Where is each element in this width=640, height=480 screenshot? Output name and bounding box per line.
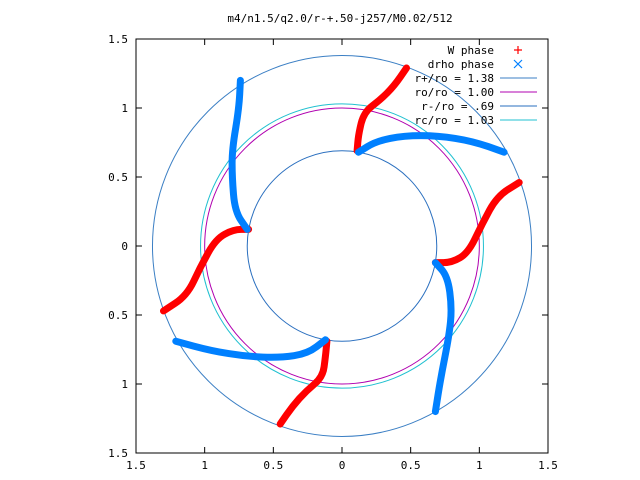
legend-label: r-/ro = .69 [421,100,494,113]
x-tick-label: 1.5 [126,459,146,472]
radius-circles [151,55,533,437]
x-tick-label: 0.5 [401,459,421,472]
legend-label: ro/ro = 1.00 [415,86,494,99]
legend-label: rc/ro = 1.03 [415,114,494,127]
chart-title: m4/n1.5/q2.0/r-+.50-j257/M0.02/512 [227,12,452,25]
legend-x-marker [513,59,523,69]
w-phase-arm-4 [160,225,253,315]
axis-ticks: 1.5 1 0.5 0 0.5 1 1.51.510.500.511.5 [108,33,558,472]
drho-phase-arm-1 [228,76,251,233]
drho-phase-arm-2 [431,259,455,416]
y-tick-label: 0.5 [108,309,128,322]
w-phase-arm-2 [276,337,331,428]
phase-arms [160,64,523,428]
legend-label: W phase [448,44,494,57]
circle-r-ro [151,55,533,437]
legend-label: r+/ro = 1.38 [415,72,494,85]
x-tick-label: 0.5 [263,459,283,472]
y-tick-label: 1 [121,102,128,115]
y-tick-label: 0.5 [108,171,128,184]
y-tick-label: 0 [121,240,128,253]
legend-plus-marker [514,46,522,54]
legend-label: drho phase [428,58,494,71]
w-phase-arm-1 [353,64,410,155]
w-phase-arm-3 [431,179,523,267]
circle-rc-ro [200,103,484,389]
x-tick-label: 1 [201,459,208,472]
y-tick-label: 1 [121,378,128,391]
x-tick-label: 0 [339,459,346,472]
y-tick-label: 1.5 [108,447,128,460]
circle-ro-ro [204,107,480,385]
drho-phase-arm-3 [355,132,508,156]
circle-r-ro [246,150,438,342]
y-tick-label: 1.5 [108,33,128,46]
x-tick-label: 1 [476,459,483,472]
x-tick-label: 1.5 [538,459,558,472]
drho-phase-arm-4 [172,336,329,361]
